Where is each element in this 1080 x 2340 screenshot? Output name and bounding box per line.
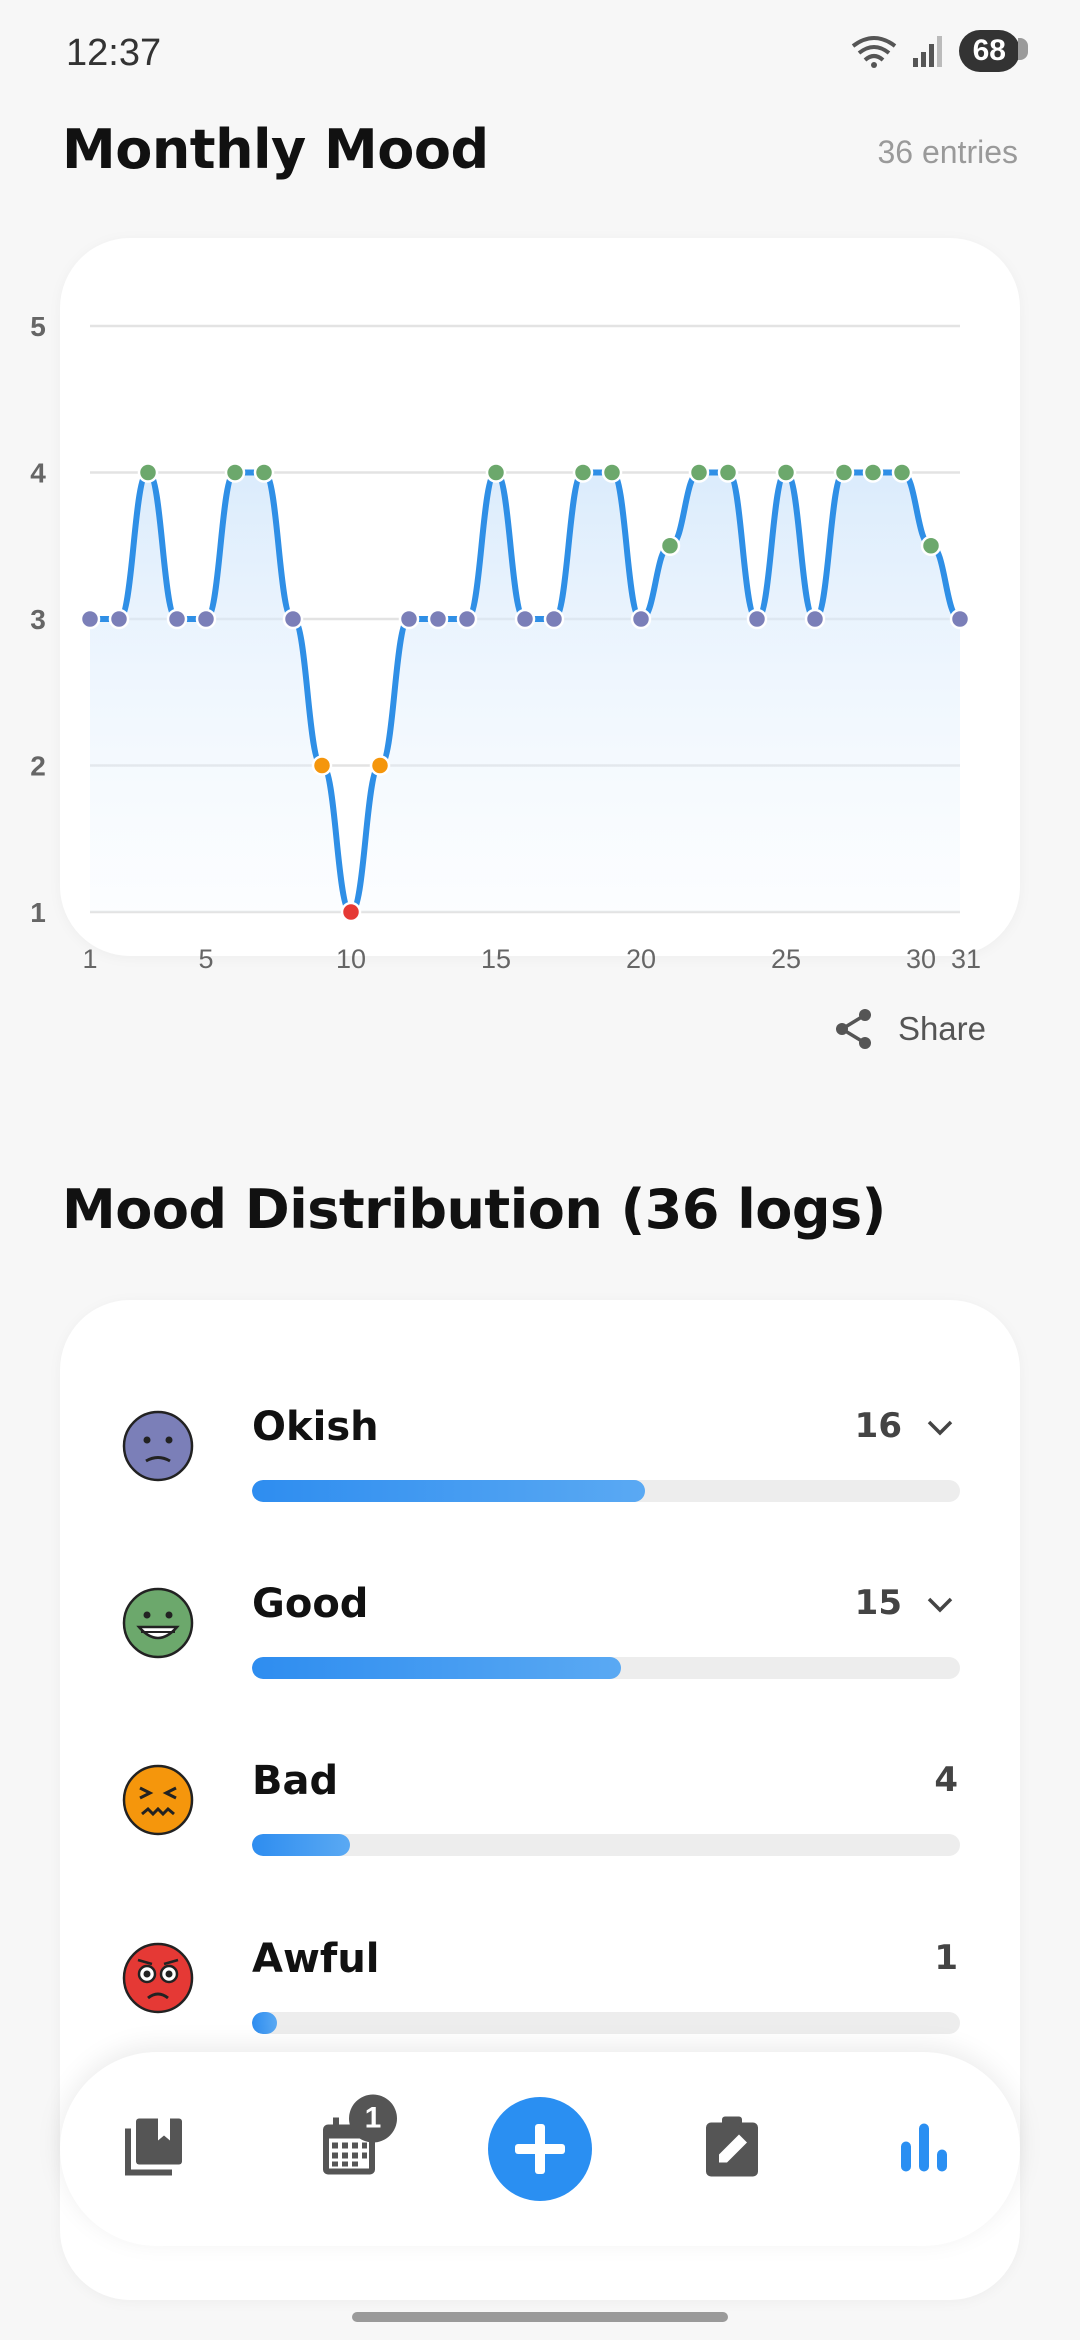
mood-data-point[interactable] (398, 608, 420, 630)
chevron-down-icon[interactable] (926, 1595, 954, 1615)
bad-face-icon (122, 1764, 194, 1836)
status-time: 12:37 (66, 32, 162, 74)
mood-data-point[interactable] (166, 608, 188, 630)
calendar-badge: 1 (349, 2094, 397, 2143)
mood-data-point[interactable] (195, 608, 217, 630)
x-tick-label: 5 (198, 944, 213, 974)
mood-data-point[interactable] (746, 608, 768, 630)
mood-count: 15 (854, 1583, 902, 1623)
y-tick-label: 4 (30, 458, 46, 489)
mood-data-point[interactable] (253, 462, 275, 483)
distribution-title: Mood Distribution (36 logs) (62, 1178, 886, 1241)
x-tick-label: 20 (626, 944, 656, 974)
battery-indicator: 68 (958, 30, 1029, 72)
mood-data-point[interactable] (572, 462, 594, 483)
awful-face-icon (122, 1942, 194, 2014)
chart-area-fill (90, 472, 960, 912)
mood-data-point[interactable] (369, 755, 391, 776)
signal-icon (912, 36, 942, 67)
mood-data-point[interactable] (340, 901, 362, 923)
mood-count: 16 (854, 1406, 902, 1446)
edit-note-icon (706, 2116, 758, 2177)
mood-bar-track (252, 2012, 960, 2034)
mood-bar-track (252, 1834, 960, 1856)
nav-calendar[interactable]: 1 (319, 2094, 397, 2184)
mood-data-point[interactable] (282, 608, 304, 630)
x-tick-label: 15 (481, 944, 511, 974)
x-tick-label: 10 (336, 944, 366, 974)
mood-data-point[interactable] (79, 608, 101, 630)
add-entry-button[interactable] (488, 2097, 592, 2201)
mood-data-point[interactable] (775, 462, 797, 483)
mood-row-okish[interactable]: Okish 16 (60, 1404, 1020, 1554)
journal-icon (125, 2118, 182, 2176)
mood-data-point[interactable] (456, 608, 478, 630)
bottom-navigation: 1 (60, 2052, 1020, 2246)
stats-icon (901, 2123, 947, 2172)
mood-label: Good (252, 1581, 369, 1627)
mood-label: Okish (252, 1404, 379, 1450)
mood-data-point[interactable] (601, 462, 623, 483)
mood-data-point[interactable] (862, 462, 884, 483)
mood-label: Bad (252, 1758, 339, 1804)
mood-bar-fill (252, 2012, 277, 2034)
mood-data-point[interactable] (659, 535, 681, 556)
nav-stats[interactable] (897, 2120, 951, 2179)
mood-data-point[interactable] (485, 462, 507, 483)
mood-data-point[interactable] (833, 462, 855, 483)
share-icon (835, 1009, 871, 1049)
mood-bar-fill (252, 1657, 621, 1679)
mood-bar-track (252, 1657, 960, 1679)
mood-data-point[interactable] (630, 608, 652, 630)
y-tick-label: 3 (30, 604, 46, 635)
mood-data-point[interactable] (427, 608, 449, 630)
mood-row-good[interactable]: Good 15 (60, 1581, 1020, 1731)
y-tick-label: 5 (30, 311, 46, 342)
home-indicator (352, 2312, 728, 2322)
mood-data-point[interactable] (514, 608, 536, 630)
status-icons: 68 (851, 30, 1029, 72)
share-label: Share (897, 1010, 986, 1047)
y-tick-label: 1 (30, 897, 46, 928)
mood-count: 1 (934, 1938, 958, 1978)
mood-data-point[interactable] (543, 608, 565, 630)
mood-bar-fill (252, 1834, 351, 1856)
page-title: Monthly Mood (62, 118, 489, 181)
good-face-icon (122, 1587, 194, 1659)
x-tick-label: 25 (771, 944, 801, 974)
nav-notes[interactable] (703, 2115, 761, 2184)
mood-data-point[interactable] (891, 462, 913, 483)
mood-data-point[interactable] (920, 535, 942, 556)
mood-data-point[interactable] (949, 608, 971, 630)
mood-data-point[interactable] (804, 608, 826, 630)
mood-data-point[interactable] (137, 462, 159, 483)
share-button[interactable]: Share (834, 1008, 986, 1050)
wifi-icon (851, 36, 896, 68)
mood-row-awful: Awful 1 (60, 1936, 1020, 2086)
x-tick-label: 30 (906, 944, 936, 974)
entries-count: 36 entries (877, 134, 1018, 170)
mood-bar-fill (252, 1480, 646, 1502)
add-icon (515, 2124, 565, 2174)
y-tick-label: 2 (30, 751, 46, 782)
mood-data-point[interactable] (688, 462, 710, 483)
status-bar: 12:37 68 (0, 0, 1080, 110)
mood-data-point[interactable] (224, 462, 246, 483)
mood-data-point[interactable] (108, 608, 130, 630)
x-tick-label: 31 (951, 944, 981, 974)
mood-data-point[interactable] (717, 462, 739, 483)
nav-journal[interactable] (122, 2115, 186, 2184)
okish-face-icon (122, 1410, 194, 1482)
chevron-down-icon[interactable] (926, 1418, 954, 1438)
mood-label: Awful (252, 1936, 380, 1982)
mood-data-point[interactable] (311, 755, 333, 776)
mood-row-bad: Bad 4 (60, 1758, 1020, 1908)
x-tick-label: 1 (82, 944, 97, 974)
mood-bar-track (252, 1480, 960, 1502)
mood-count: 4 (934, 1760, 958, 1800)
